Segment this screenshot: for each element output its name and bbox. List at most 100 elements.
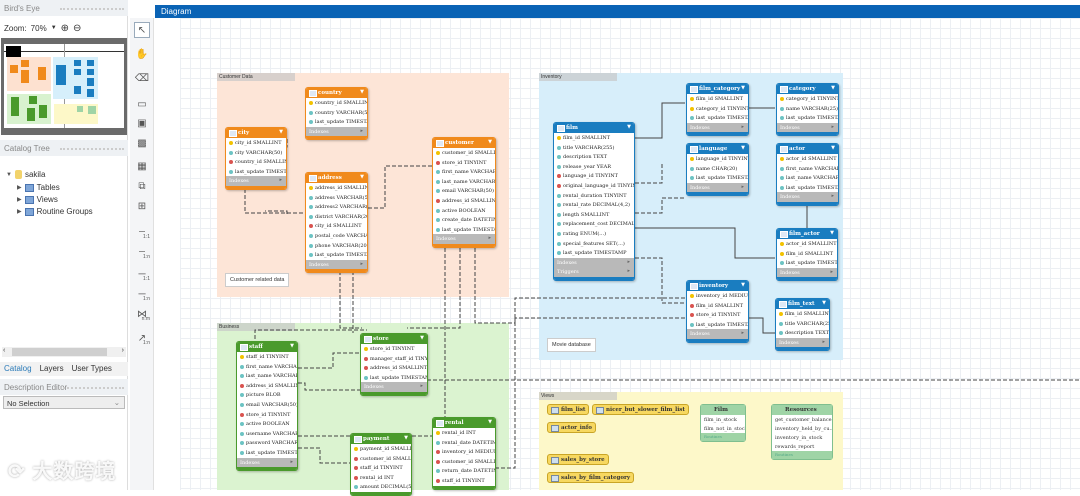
table-column[interactable]: description TEXT: [554, 152, 634, 162]
zoom-out-icon[interactable]: ⊖: [73, 22, 82, 34]
tab-layers[interactable]: Layers: [39, 364, 64, 373]
table-column[interactable]: country_id SMALLINT: [226, 157, 286, 167]
table-column[interactable]: store_id TINYINT: [433, 158, 495, 168]
table-column[interactable]: store_id TINYINT: [237, 410, 297, 420]
hand-icon[interactable]: ✋: [135, 48, 149, 60]
table-column[interactable]: name VARCHAR(25): [777, 104, 838, 114]
table-column[interactable]: picture BLOB: [237, 390, 297, 400]
table-header[interactable]: rental ▼: [433, 418, 495, 428]
tree-item-tables[interactable]: ▶ Tables: [17, 183, 60, 192]
table-column[interactable]: password VARCHAR(40): [237, 438, 297, 448]
table-section-indexes[interactable]: Indexes: [306, 126, 367, 137]
zoom-in-icon[interactable]: ⊕: [60, 22, 70, 34]
collapse-icon[interactable]: ▼: [741, 145, 745, 151]
table-film_category[interactable]: film_category ▼ film_id SMALLINT category_i…: [686, 83, 749, 137]
table-column[interactable]: last_update TIMESTAMP: [433, 225, 495, 235]
table-store[interactable]: store ▼ store_id TINYINT manager_staff_id T…: [360, 333, 428, 396]
collapse-icon[interactable]: ▼: [488, 139, 492, 145]
table-column[interactable]: last_update TIMESTAMP: [306, 250, 367, 260]
table-column[interactable]: store_id TINYINT: [361, 344, 427, 354]
table-column[interactable]: address2 VARCHAR(50): [306, 202, 367, 212]
table-header[interactable]: city ▼: [226, 128, 286, 138]
table-column[interactable]: last_update TIMESTAMP: [687, 320, 748, 330]
rel-1-1-id-icon[interactable]: ─ 1:1: [138, 268, 150, 283]
expand-arrow-icon[interactable]: ▶: [17, 197, 22, 203]
table-column[interactable]: email VARCHAR(50): [433, 186, 495, 196]
table-header[interactable]: customer ▼: [433, 138, 495, 148]
collapse-icon[interactable]: ▼: [831, 85, 835, 91]
table-film_actor[interactable]: film_actor ▼ actor_id SMALLINT film_id SMAL…: [776, 228, 838, 282]
table-section-indexes[interactable]: Indexes: [306, 259, 367, 270]
routine-item[interactable]: film_not_in_stock: [704, 426, 745, 432]
birds-eye-minimap[interactable]: [1, 38, 127, 135]
view-nicer_but_slower_film_list[interactable]: nicer_but_slower_film_list: [592, 404, 689, 415]
table-column[interactable]: customer_id SMALLINT: [433, 148, 495, 158]
table-header[interactable]: staff ▼: [237, 342, 297, 352]
pointer-icon[interactable]: ↖: [134, 22, 150, 38]
routine-group-film[interactable]: Film film_in_stock film_not_in_stock Routin…: [700, 404, 746, 442]
table-column[interactable]: last_update TIMESTAMP: [554, 248, 634, 258]
table-header[interactable]: film ▼: [554, 123, 634, 133]
routine-item[interactable]: rewards_report: [775, 444, 815, 450]
routine-group-resources[interactable]: Resources get_customer_balance inventory_h…: [771, 404, 833, 460]
table-column[interactable]: manager_staff_id TINYINT: [361, 354, 427, 364]
table-language[interactable]: language ▼ language_id TINYINT name CHAR(20…: [686, 143, 749, 197]
routine-item[interactable]: inventory_held_by_cu...: [775, 426, 832, 432]
table-column[interactable]: address_id SMALLINT: [433, 196, 495, 206]
table-column[interactable]: address_id SMALLINT: [237, 381, 297, 391]
table-column[interactable]: language_id TINYINT: [687, 154, 748, 164]
table-column[interactable]: country VARCHAR(50): [306, 108, 367, 118]
table-column[interactable]: active BOOLEAN: [237, 419, 297, 429]
table-column[interactable]: rental_id INT: [433, 428, 495, 438]
routine-item[interactable]: get_customer_balance: [775, 417, 832, 423]
table-column[interactable]: postal_code VARCHAR(10): [306, 231, 367, 241]
table-column[interactable]: city_id SMALLINT: [306, 221, 367, 231]
table-column[interactable]: address_id SMALLINT: [361, 363, 427, 373]
collapse-icon[interactable]: ▼: [360, 174, 364, 180]
table-column[interactable]: length SMALLINT: [554, 210, 634, 220]
collapse-icon[interactable]: ▼: [404, 435, 408, 441]
table-column[interactable]: staff_id TINYINT: [433, 476, 495, 486]
table-section-indexes[interactable]: Indexes: [433, 234, 495, 244]
table-column[interactable]: rental_id INT: [351, 473, 411, 483]
diagram-canvas[interactable]: Customer Data Customer related data Inve…: [155, 18, 1080, 496]
collapse-icon[interactable]: ▼: [360, 89, 364, 95]
table-column[interactable]: name CHAR(20): [687, 164, 748, 174]
table-column[interactable]: last_update TIMESTAMP: [687, 173, 748, 183]
view-film_list[interactable]: film_list: [547, 404, 590, 415]
layer-note[interactable]: Movie database: [547, 338, 596, 352]
zoom-select[interactable]: 70%: [30, 23, 47, 33]
table-column[interactable]: actor_id SMALLINT: [777, 239, 837, 249]
table-header[interactable]: inventory ▼: [687, 281, 748, 291]
table-column[interactable]: release_year YEAR: [554, 162, 634, 172]
table-column[interactable]: active BOOLEAN: [433, 206, 495, 216]
table-header[interactable]: actor ▼: [777, 144, 838, 154]
view-sales_by_film_category[interactable]: sales_by_film_category: [547, 472, 635, 483]
table-header[interactable]: country ▼: [306, 88, 367, 98]
table-column[interactable]: rental_rate DECIMAL(4,2): [554, 200, 634, 210]
collapse-icon[interactable]: ▼: [488, 419, 492, 425]
table-header[interactable]: category ▼: [777, 84, 838, 94]
table-column[interactable]: rental_date DATETIME: [433, 438, 495, 448]
table-section-indexes[interactable]: Indexes: [226, 176, 286, 186]
table-header[interactable]: film_category ▼: [687, 84, 748, 94]
table-section-indexes[interactable]: Indexes: [687, 122, 748, 133]
table-column[interactable]: first_name VARCHAR(45): [237, 362, 297, 372]
table-column[interactable]: last_update TIMESTAMP: [306, 117, 367, 127]
routine-item[interactable]: film_in_stock: [704, 417, 737, 423]
collapse-icon[interactable]: ▼: [420, 335, 424, 341]
tree-item-schema[interactable]: ▼ sakila: [6, 170, 45, 179]
collapse-icon[interactable]: ▼: [741, 282, 745, 288]
table-section-indexes[interactable]: Indexes: [237, 457, 297, 468]
chevron-down-icon[interactable]: ▼: [50, 25, 57, 31]
expand-arrow-icon[interactable]: ▶: [17, 185, 22, 191]
rel-existing-icon[interactable]: ↗ 1:n: [137, 332, 150, 347]
table-column[interactable]: phone VARCHAR(20): [306, 241, 367, 251]
table-header[interactable]: language ▼: [687, 144, 748, 154]
table-column[interactable]: last_name VARCHAR(45): [777, 173, 838, 183]
rel-n-m-icon[interactable]: ⋈ n:m: [137, 308, 150, 323]
table-column[interactable]: film_id SMALLINT: [776, 309, 829, 319]
table-column[interactable]: last_update TIMESTAMP: [777, 183, 838, 193]
table-column[interactable]: last_update TIMESTAMP: [237, 448, 297, 458]
